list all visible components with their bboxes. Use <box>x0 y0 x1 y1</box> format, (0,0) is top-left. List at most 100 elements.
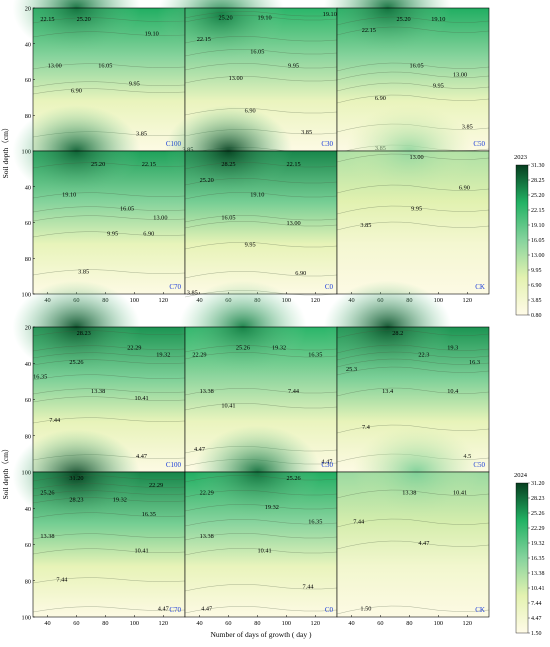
contour-line <box>32 352 186 359</box>
contour-label: 28.23 <box>69 497 83 504</box>
y-tick-label: 40 <box>25 506 31 513</box>
contour-label: 25.20 <box>200 177 214 184</box>
contour-label: 22.29 <box>127 344 141 351</box>
colorbar-title: 2024 <box>514 472 528 479</box>
contour-line <box>32 548 186 555</box>
contour-line <box>184 49 338 57</box>
colorbar-tick-label: 19.10 <box>531 223 545 229</box>
contour-label: 13.00 <box>410 154 424 161</box>
contour-label: 10.41 <box>134 395 148 402</box>
y-tick-label: 60 <box>25 77 31 84</box>
contour-label: 10.41 <box>221 402 235 409</box>
x-tick-label: 100 <box>130 620 139 627</box>
panel-label: C50 <box>473 140 485 148</box>
contour-label: 22.15 <box>362 27 376 34</box>
contour-label: 9.95 <box>107 231 118 238</box>
contour-line <box>32 475 186 482</box>
panel-border <box>336 471 490 618</box>
contour-label: 16.35 <box>142 511 156 518</box>
contour-line <box>336 489 490 499</box>
contour-line <box>184 63 338 71</box>
contour-label: 22.15 <box>197 36 211 43</box>
contour-label: 16.3 <box>469 359 480 366</box>
contour-line <box>184 15 338 23</box>
contour-line <box>32 88 186 95</box>
contour-line <box>336 62 490 72</box>
contour-line <box>32 606 186 613</box>
contour-label: 19.10 <box>258 14 272 21</box>
contour-label: 10.41 <box>453 489 467 496</box>
contour-line <box>336 387 490 397</box>
contour-line <box>336 358 490 368</box>
contour-line <box>32 231 186 238</box>
y-tick-label: 40 <box>25 361 31 368</box>
x-tick-label: 60 <box>225 620 231 627</box>
contour-line <box>184 606 338 614</box>
y-axis-label: Soil depth（cm） <box>1 445 10 500</box>
contour-line <box>32 359 186 366</box>
contour-label: 25.20 <box>397 16 411 23</box>
contour-line <box>184 215 338 223</box>
contour-label: 13.00 <box>153 215 167 222</box>
contour-line <box>336 82 490 92</box>
x-tick-label: 100 <box>282 620 291 627</box>
contour-label: 1.50 <box>360 605 371 612</box>
contour-line <box>32 269 186 276</box>
y-tick-label: 20 <box>25 325 31 332</box>
contour-line <box>184 192 338 200</box>
contour-line <box>184 490 338 498</box>
contour-label: 3.85 <box>462 123 473 130</box>
colorbar-tick-label: 13.00 <box>531 253 545 259</box>
x-tick-label: 40 <box>44 620 50 627</box>
colorbar <box>515 482 529 634</box>
contour-line <box>184 533 338 541</box>
contour-label: 16.05 <box>250 48 264 55</box>
y-tick-label: 80 <box>25 578 31 585</box>
contour-line <box>336 71 490 81</box>
colorbar-tick-label: 19.32 <box>531 541 545 547</box>
contour-line <box>336 221 490 231</box>
contour-label: 4.47 <box>321 459 332 466</box>
contour-label: 22.29 <box>149 482 163 489</box>
x-tick-label: 120 <box>311 620 320 627</box>
panel-label: CK <box>475 606 485 614</box>
contour-line <box>184 162 338 170</box>
contour-label: 6.90 <box>459 184 470 191</box>
panel-hotspot <box>323 0 452 54</box>
contour-line <box>184 388 338 396</box>
contour-label: 13.38 <box>200 388 214 395</box>
y-tick-label: 100 <box>22 292 31 299</box>
panel-label: C30 <box>321 140 333 148</box>
contour-label: 19.32 <box>113 497 127 504</box>
colorbar-tick-label: 31.30 <box>531 163 545 169</box>
contour-line <box>184 221 338 229</box>
contour-label: 10.4 <box>447 388 459 395</box>
panel-label: C30 <box>321 461 333 469</box>
contour-label: 10.41 <box>134 547 148 554</box>
contour-line <box>336 344 490 354</box>
contour-label: 13.4 <box>382 388 394 395</box>
y-tick-label: 80 <box>25 256 31 263</box>
x-tick-label: 80 <box>254 620 260 627</box>
contour-label: 25.26 <box>286 475 300 482</box>
y-tick-label: 60 <box>25 220 31 227</box>
contour-label: 25.20 <box>218 14 232 21</box>
contour-line <box>184 36 338 44</box>
contour-label: 22.29 <box>200 489 214 496</box>
contour-label: 19.32 <box>156 352 170 359</box>
x-tick-label: 80 <box>102 620 108 627</box>
contour-label: 13.38 <box>40 533 54 540</box>
contour-label: 3.85 <box>301 129 312 136</box>
contour-label: 13.00 <box>48 63 62 70</box>
panel-label: C70 <box>169 606 181 614</box>
contour-label: 7.4 <box>362 424 371 431</box>
x-tick-label: 120 <box>311 297 320 304</box>
contour-line <box>184 519 338 527</box>
contour-line <box>32 483 186 490</box>
colorbar-tick-label: 28.23 <box>531 496 545 502</box>
y-tick-label: 80 <box>25 433 31 440</box>
colorbar-tick-label: 4.47 <box>531 616 542 622</box>
contour-label: 28.23 <box>77 330 91 337</box>
contour-label: 13.00 <box>286 220 300 227</box>
y-tick-label: 40 <box>25 41 31 48</box>
